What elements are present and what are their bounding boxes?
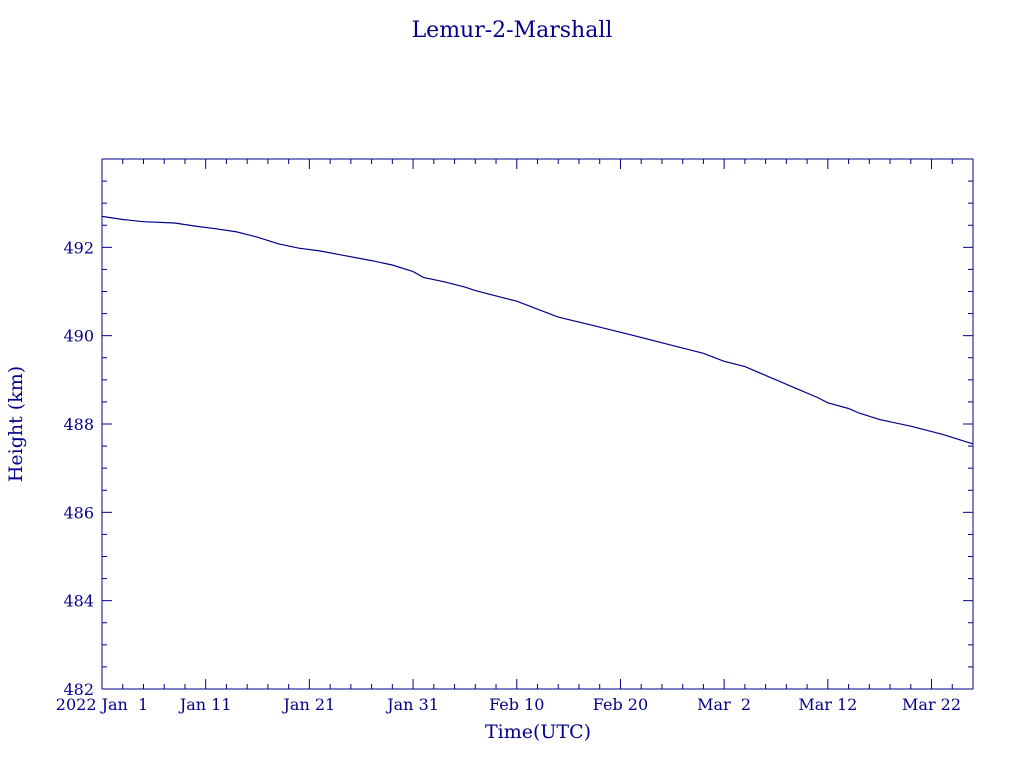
series-line-height: [101, 215, 974, 445]
x-axis-ticks: [101, 159, 974, 689]
x-axis-title: Time(UTC): [485, 721, 591, 743]
x-tick-label: Jan 21: [282, 695, 336, 714]
x-tick-label: Feb 20: [593, 695, 648, 714]
plot-frame: [101, 158, 974, 690]
y-tick-label: 484: [63, 592, 94, 611]
y-axis-title: Height (km): [5, 366, 27, 482]
y-tick-label: 488: [63, 415, 94, 434]
chart-title: Lemur-2-Marshall: [412, 18, 613, 43]
y-tick-label: 492: [63, 238, 94, 257]
y-axis-ticks: [102, 158, 973, 690]
x-tick-label: Jan 11: [178, 695, 232, 714]
x-tick-label: Mar 22: [902, 695, 961, 714]
x-tick-label: Mar 2: [697, 695, 751, 714]
y-tick-label: 482: [63, 680, 94, 699]
y-axis-tick-labels: 482 484 486 488 490 492: [63, 238, 94, 699]
x-tick-label: Jan 31: [385, 695, 439, 714]
x-tick-label: Mar 12: [798, 695, 857, 714]
x-axis-tick-labels: 2022 Jan 1 Jan 11 Jan 21 Jan 31 Feb 10 Feb 20…: [56, 695, 961, 714]
y-tick-label: 490: [63, 327, 94, 346]
y-tick-label: 486: [63, 503, 94, 522]
x-tick-label: Feb 10: [489, 695, 544, 714]
x-tick-label: 2022 Jan 1: [56, 695, 148, 714]
